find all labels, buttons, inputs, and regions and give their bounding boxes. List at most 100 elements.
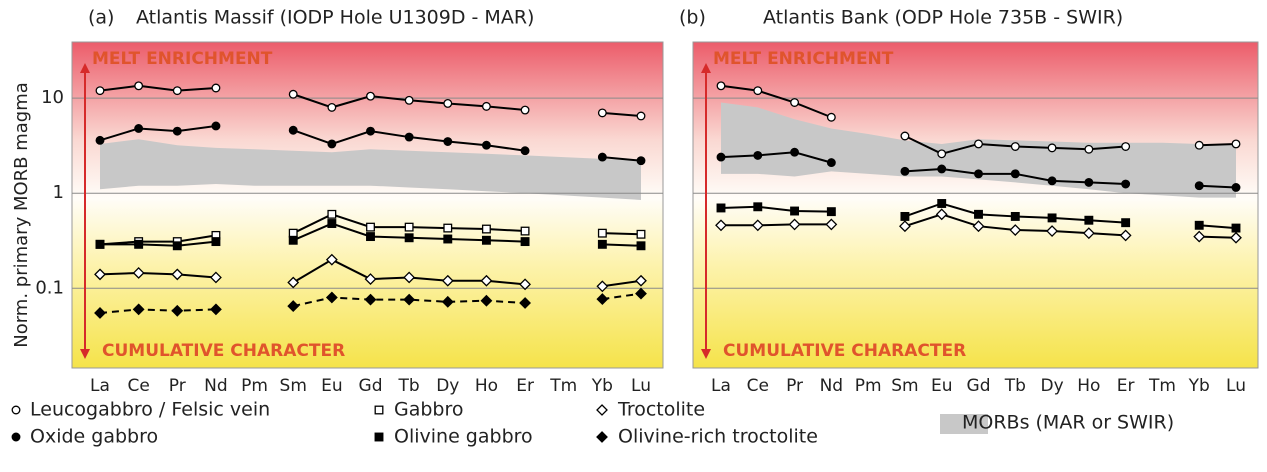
marker-circle xyxy=(172,126,182,136)
morb-band xyxy=(721,102,1236,198)
marker-square xyxy=(1121,218,1131,228)
marker-diamond xyxy=(325,291,338,304)
marker-circle xyxy=(404,95,414,105)
x-tick-label: Er xyxy=(1117,376,1135,396)
plot-background xyxy=(71,41,664,369)
marker-diamond xyxy=(788,218,801,231)
marker-circle xyxy=(1084,144,1094,154)
marker-square xyxy=(366,232,375,242)
series-line xyxy=(99,234,217,246)
x-tick-label: Gd xyxy=(359,376,383,396)
marker-circle xyxy=(636,156,646,166)
x-tick-label: Er xyxy=(516,376,534,396)
marker-diamond xyxy=(596,431,608,443)
marker-square xyxy=(937,199,947,208)
morb-band xyxy=(100,139,641,200)
marker-square xyxy=(1010,211,1020,221)
legend-label: Oxide gabbro xyxy=(30,426,158,448)
marker-diamond xyxy=(751,219,764,232)
marker-diamond xyxy=(635,287,647,300)
marker-square xyxy=(374,405,384,415)
y-axis-label: Norm. primary MORB magma xyxy=(11,82,32,348)
marker-diamond xyxy=(519,297,531,309)
marker-diamond xyxy=(132,303,145,316)
marker-circle xyxy=(597,152,607,162)
marker-circle xyxy=(211,121,221,131)
marker-circle xyxy=(481,140,491,150)
marker-diamond xyxy=(94,268,106,281)
legend-label: MORBs (MAR or SWIR) xyxy=(962,412,1174,434)
x-tick-label: Sm xyxy=(280,376,307,396)
marker-square xyxy=(520,226,530,236)
annotation: CUMULATIVE CHARACTER xyxy=(723,341,966,361)
marker-diamond xyxy=(364,273,377,285)
marker-diamond xyxy=(899,220,911,233)
marker-circle xyxy=(520,146,530,156)
marker-square xyxy=(404,222,414,232)
marker-circle xyxy=(327,102,337,112)
marker-circle xyxy=(95,135,105,145)
series-line xyxy=(720,84,832,119)
annotation: CUMULATIVE CHARACTER xyxy=(102,341,345,361)
marker-diamond xyxy=(635,274,647,287)
x-tick-label: Pm xyxy=(241,376,268,396)
marker-square xyxy=(374,432,384,442)
x-tick-label: Gd xyxy=(967,376,991,396)
x-tick-label: La xyxy=(90,376,110,396)
marker-diamond xyxy=(519,278,531,291)
marker-diamond xyxy=(480,274,493,287)
marker-diamond xyxy=(825,218,838,231)
marker-diamond xyxy=(441,274,454,287)
marker-circle xyxy=(753,86,763,96)
y-tick-label: 0.1 xyxy=(35,277,64,298)
marker-square xyxy=(443,223,453,233)
marker-square xyxy=(826,207,836,217)
series-line xyxy=(602,111,642,117)
series-line xyxy=(602,156,642,162)
marker-circle xyxy=(937,164,947,174)
marker-diamond xyxy=(171,304,184,317)
marker-square xyxy=(597,239,607,249)
marker-square xyxy=(404,233,414,243)
marker-square xyxy=(1047,213,1057,223)
x-tick-label: Pr xyxy=(786,376,803,396)
series-line xyxy=(100,240,217,247)
marker-circle xyxy=(481,101,491,111)
x-tick-label: Dy xyxy=(436,376,459,396)
x-tick-label: Ho xyxy=(1077,376,1100,396)
marker-diamond xyxy=(94,307,106,319)
marker-circle xyxy=(211,83,221,93)
x-tick-label: Pm xyxy=(855,376,882,396)
marker-diamond xyxy=(441,295,454,308)
marker-circle xyxy=(597,108,607,118)
series-line xyxy=(99,84,216,92)
marker-square xyxy=(366,222,375,232)
marker-square xyxy=(1084,215,1094,225)
marker-circle xyxy=(716,81,726,91)
marker-circle xyxy=(1047,143,1057,153)
marker-diamond xyxy=(1082,227,1095,240)
marker-square xyxy=(790,206,800,216)
x-tick-label: Tb xyxy=(398,376,420,396)
marker-circle xyxy=(288,125,298,135)
marker-circle xyxy=(636,111,646,121)
marker-square xyxy=(753,202,763,212)
marker-diamond xyxy=(132,267,145,279)
x-tick-label: Nd xyxy=(204,376,228,396)
marker-circle xyxy=(826,158,836,168)
series-line xyxy=(720,205,832,213)
marker-square xyxy=(1231,223,1241,233)
marker-circle xyxy=(753,150,763,160)
marker-circle xyxy=(900,131,910,141)
marker-square xyxy=(481,235,491,245)
marker-square xyxy=(327,209,337,219)
marker-diamond xyxy=(935,208,948,221)
marker-circle xyxy=(366,91,375,101)
marker-circle xyxy=(1084,177,1094,187)
marker-square xyxy=(1194,220,1204,230)
marker-circle xyxy=(1010,169,1020,179)
series-line xyxy=(1199,142,1237,147)
x-tick-label: Dy xyxy=(1040,376,1063,396)
x-tick-label: Ce xyxy=(127,376,149,396)
